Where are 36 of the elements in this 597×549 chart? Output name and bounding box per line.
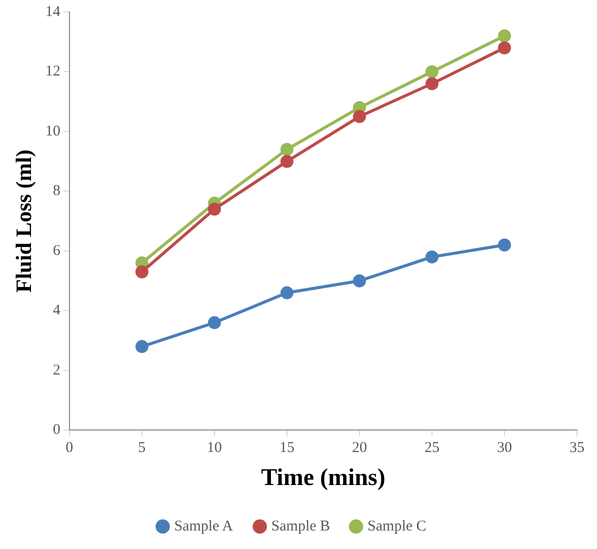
point: [425, 77, 438, 90]
y-tick-label: 10: [45, 123, 60, 140]
y-tick-label: 6: [52, 242, 61, 259]
point: [425, 65, 438, 78]
point: [280, 286, 294, 300]
point: [352, 274, 366, 288]
x-tick-label: 35: [570, 440, 584, 456]
x-tick-label: 10: [206, 440, 222, 456]
point: [280, 154, 294, 168]
point: [208, 202, 221, 216]
y-tick-label: 0: [52, 422, 60, 438]
point: [352, 110, 366, 124]
point: [498, 29, 511, 42]
point: [135, 340, 148, 354]
x-tick-label: 0: [66, 440, 74, 456]
y-tick-label: 4: [52, 302, 61, 319]
y-tick-label: 2: [52, 362, 60, 378]
point: [208, 316, 221, 330]
y-tick-label: 12: [45, 64, 60, 80]
y-tick-label: 8: [52, 183, 60, 200]
point: [498, 238, 511, 252]
x-tick-label: 15: [279, 440, 294, 456]
legend-label: Sample A: [174, 518, 234, 534]
point: [135, 265, 148, 278]
legend-label: Sample B: [271, 518, 330, 534]
point: [425, 250, 438, 264]
x-tick-label: 5: [138, 440, 146, 456]
point: [280, 142, 294, 156]
x-tick-label: 30: [496, 440, 512, 456]
x-tick-label: 20: [352, 440, 367, 456]
legend-label: Sample C: [368, 518, 426, 534]
x-tick-label: 25: [424, 440, 440, 456]
x-axis-title: Time (mins): [261, 464, 386, 491]
point: [498, 41, 511, 54]
y-tick-label: 14: [45, 4, 61, 20]
y-axis-title: Fluid Loss (ml): [10, 150, 36, 293]
